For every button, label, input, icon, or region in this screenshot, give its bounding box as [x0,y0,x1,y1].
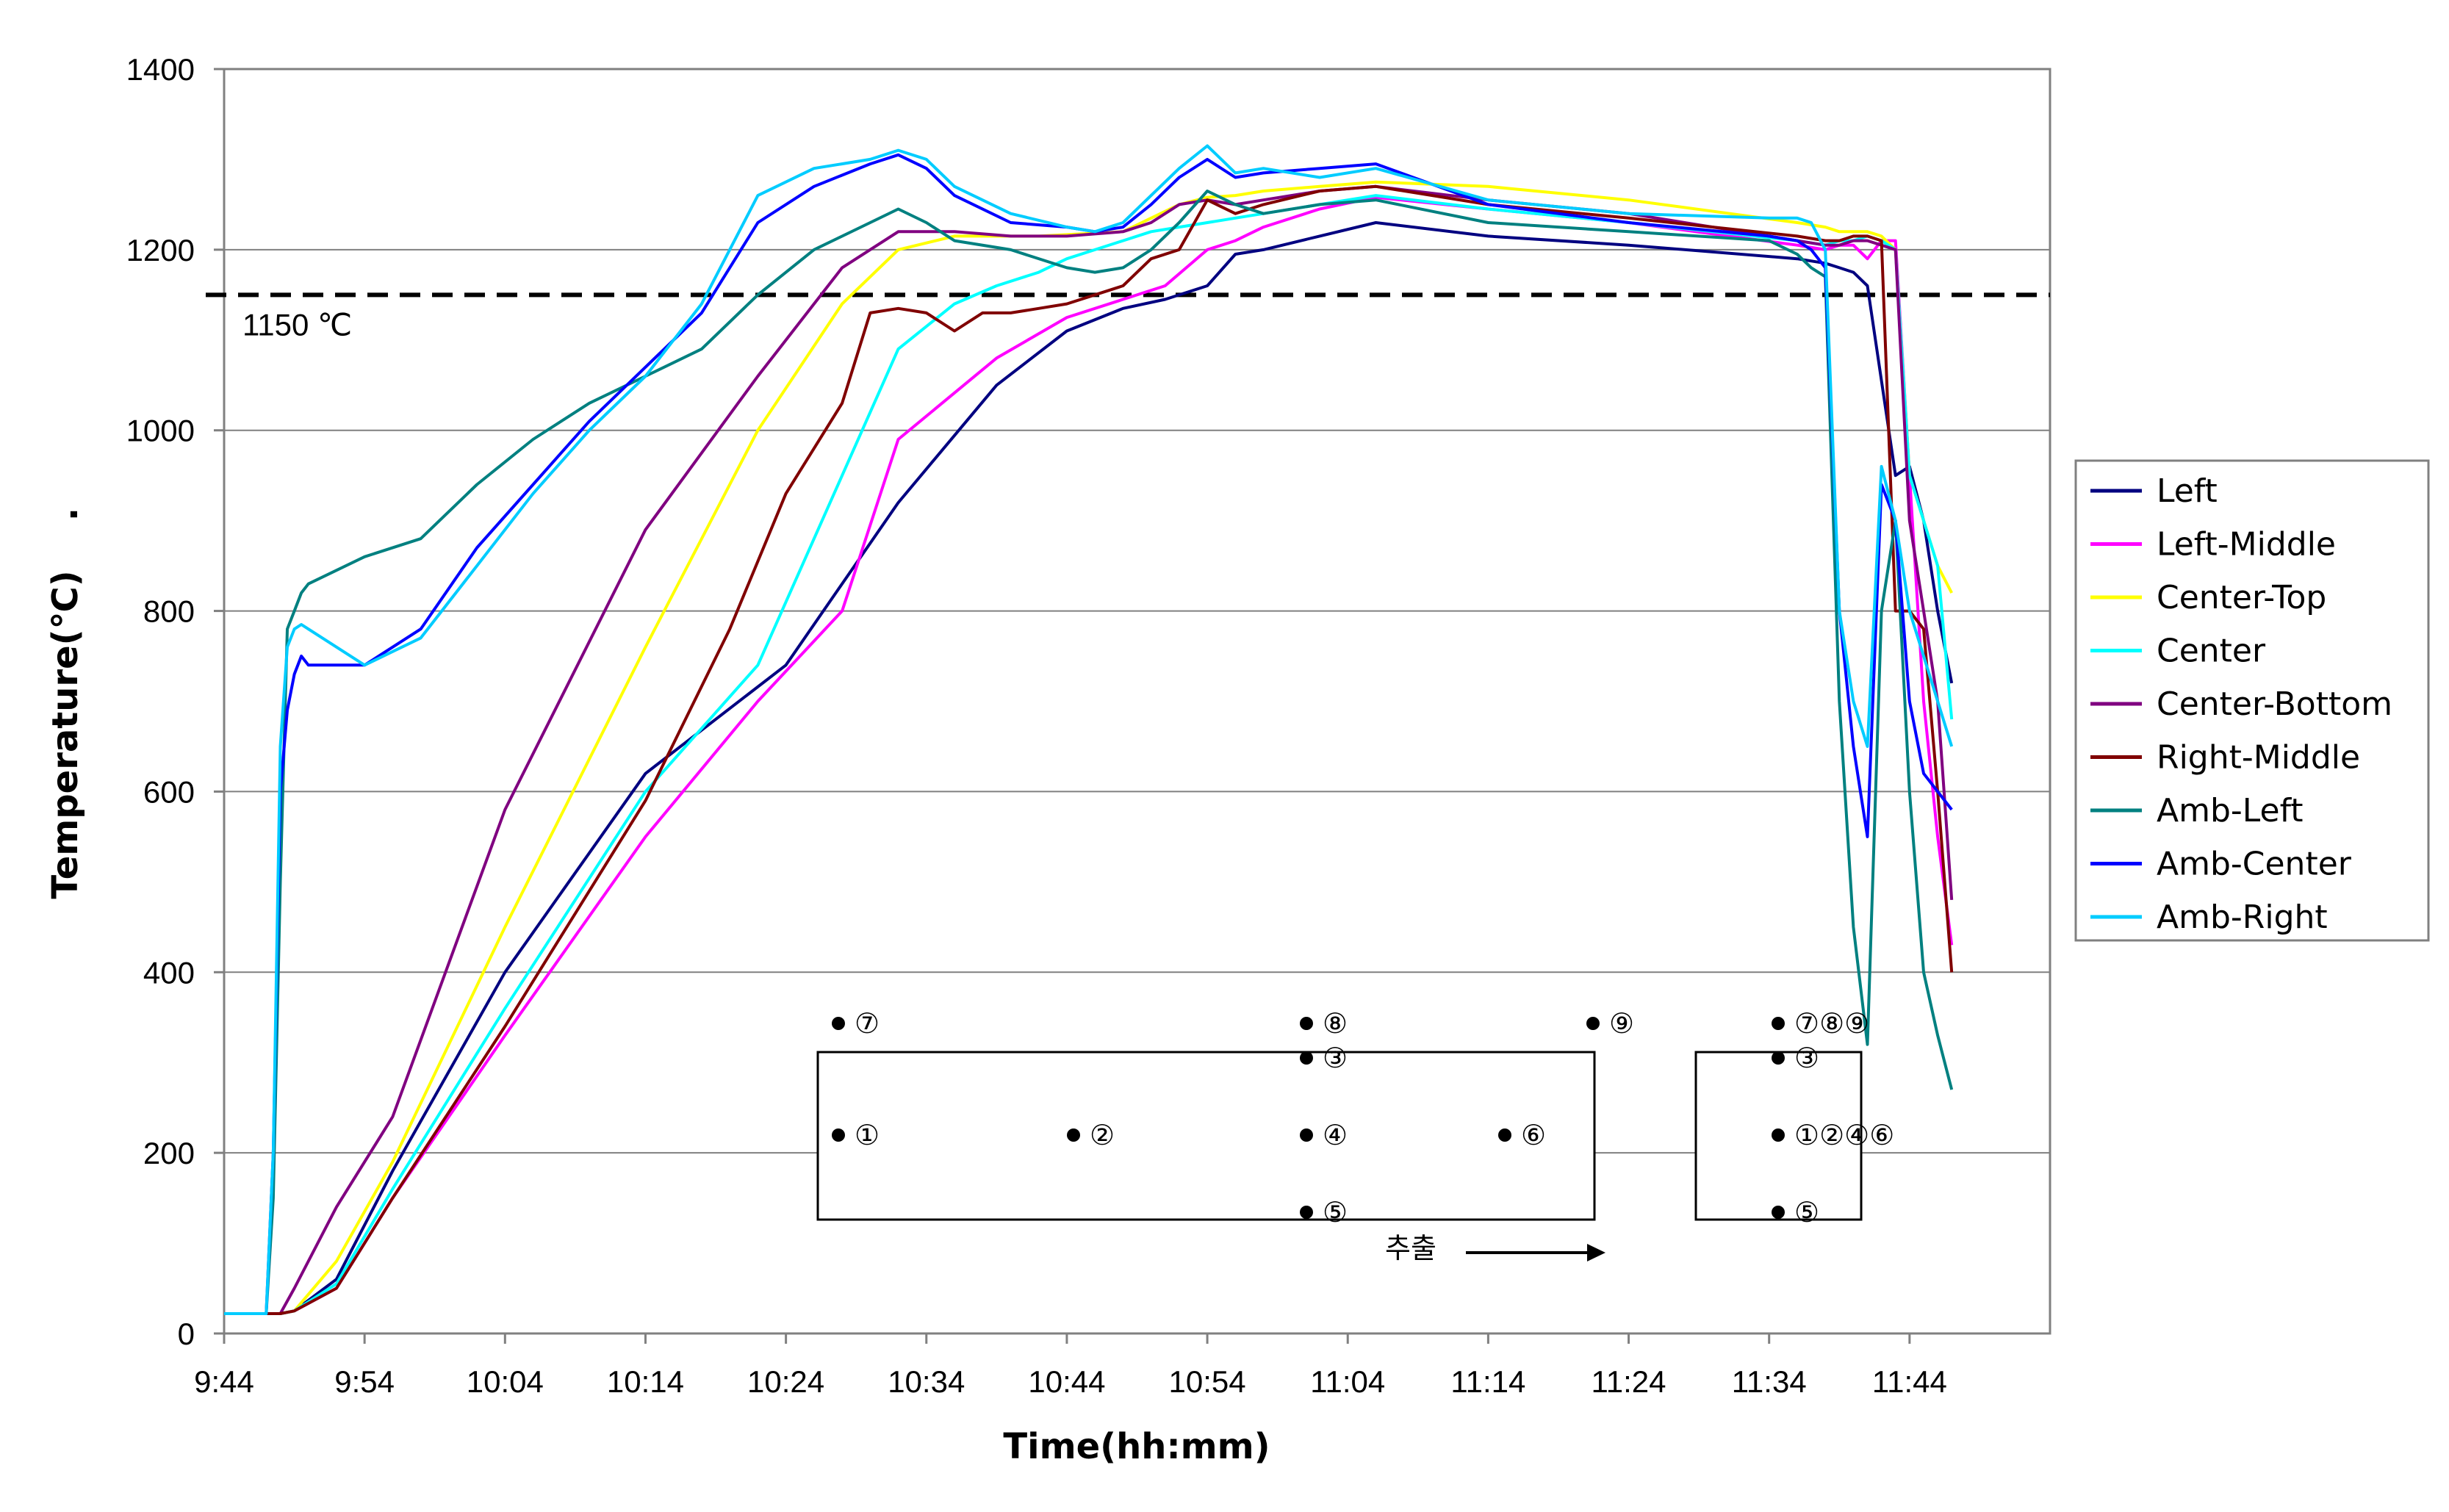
x-tick-label: 11:34 [1732,1364,1807,1399]
inset-sensor-dot [1300,1017,1313,1030]
inset-sensor-dot [1067,1128,1080,1142]
y-tick-label: 1000 [126,414,195,448]
legend-label: Center [2157,633,2266,670]
x-tick-label: 10:44 [1028,1364,1105,1399]
inset-sensor-label: ⑤ [1323,1196,1348,1228]
series-line-right-middle [224,184,1954,1315]
y-axis-title-suffix: . [45,508,86,521]
inset-sensor-dot [1300,1051,1313,1065]
legend-box [2074,459,2430,942]
inset-long-points: ⑦ ⑧ ⑨ ③ ① ② ④ ⑥ ⑤ [832,1007,1634,1228]
reference-line-label: 1150 ℃ [242,307,352,342]
inset-sensor-dot [1772,1128,1785,1142]
x-tick-label: 9:54 [334,1364,395,1399]
inset-sensor-dot [1772,1051,1785,1065]
y-tick-labels: 0 200 400 600 800 1000 1200 1400 [126,52,224,1351]
inset-sensor-dot [832,1017,845,1030]
inset-sensor-dot [1772,1206,1785,1219]
inset-sensor-label: ⑨ [1609,1007,1634,1040]
legend-label: Amb-Right [2157,899,2328,936]
x-tick-label: 11:14 [1450,1364,1525,1399]
x-tick-label: 11:44 [1872,1364,1947,1399]
series-line-center-bottom [224,184,1954,1315]
reference-line-group: 1150 ℃ [206,292,2050,342]
x-tick-label: 10:04 [467,1364,544,1399]
x-tick-label: 10:14 [607,1364,684,1399]
x-tick-label: 10:34 [888,1364,965,1399]
legend-label: Left [2157,472,2218,510]
inset-sensor-label: ⑥ [1521,1119,1546,1151]
legend-label: Amb-Center [2157,846,2352,883]
y-tick-label: 0 [178,1317,195,1351]
y-tick-label: 400 [143,955,195,990]
legend-label: Amb-Left [2157,792,2304,829]
y-tick-label: 800 [143,594,195,629]
legend-label: Left-Middle [2157,526,2336,564]
y-axis-title: Temperature(℃) [45,570,86,899]
series-lines [224,144,1954,1315]
y-tick-label: 200 [143,1136,195,1170]
inset-sensor-dot [832,1128,845,1142]
series-line-left [224,221,1954,1315]
y-tick-label: 600 [143,774,195,809]
series-line-amb-right [224,144,1954,1315]
inset-sensor-label: ② [1090,1119,1115,1151]
legend-items: Left Left-Middle Center-Top Center Center-Bo… [2090,472,2392,936]
inset-arrow-head [1587,1244,1605,1261]
legend-label: Center-Top [2157,579,2326,616]
y-tick-label: 1400 [126,52,195,87]
inset-sensor-label: ① [855,1119,880,1151]
x-tick-label: 11:24 [1592,1364,1666,1399]
inset-sensor-label: ③ [1794,1042,1819,1074]
x-tick-label: 10:54 [1169,1364,1246,1399]
x-tick-labels: 9:44 9:54 10:04 10:14 10:24 10:34 10:44 10:54 11… [194,1333,1947,1399]
x-tick-label: 9:44 [194,1364,254,1399]
inset-sensor-dot [1300,1206,1313,1219]
inset-sensor-dot [1498,1128,1511,1142]
inset-long-box [816,1051,1596,1221]
inset-sensor-dot [1586,1017,1600,1030]
inset-sensor-label: ①②④⑥ [1794,1119,1894,1151]
plot-area-border [223,68,2051,1335]
inset-arrow-label: 추출 [1385,1232,1436,1264]
inset-sensor-label: ⑤ [1794,1196,1819,1228]
inset-sensor-label: ⑧ [1323,1007,1348,1040]
inset-sensor-label: ③ [1323,1042,1348,1074]
x-tick-label: 10:24 [747,1364,824,1399]
legend-label: Center-Bottom [2157,685,2392,723]
series-line-amb-left [224,190,1954,1315]
inset-sensor-label: ⑦ [855,1007,880,1040]
inset-sensor-dot [1772,1017,1785,1030]
legend-label: Right-Middle [2157,739,2360,777]
inset-sensor-label: ⑦⑧⑨ [1794,1007,1869,1040]
legend: Left Left-Middle Center-Top Center Center-Bo… [2074,459,2430,942]
x-axis-title: Time(hh:mm) [1003,1426,1270,1467]
y-tick-label: 1200 [126,233,195,267]
inset-sensor-dot [1300,1128,1313,1142]
x-tick-label: 11:04 [1310,1364,1385,1399]
series-line-center-top [224,180,1953,1315]
inset-sensor-label: ④ [1323,1119,1348,1151]
